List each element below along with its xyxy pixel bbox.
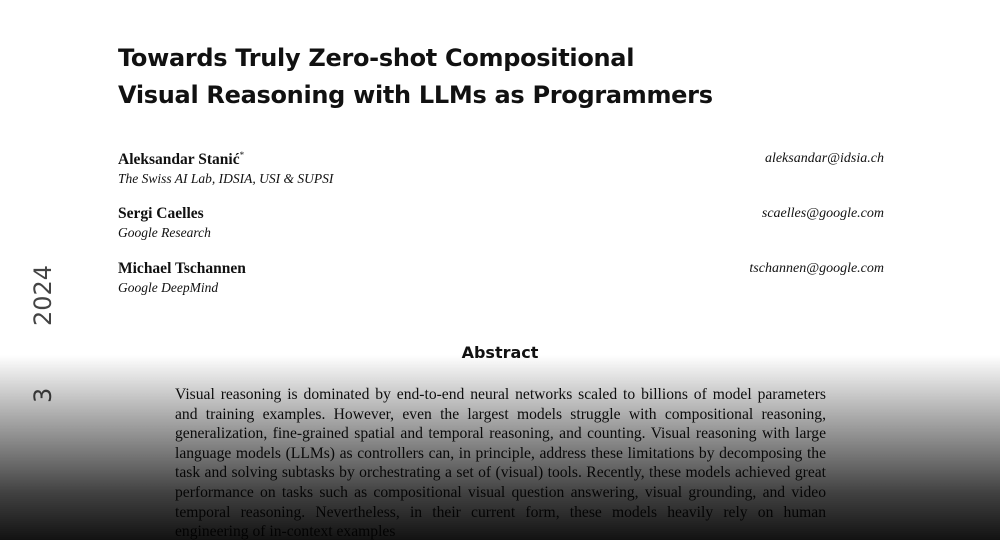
abstract-text: Visual reasoning is dominated by end-to-…	[175, 386, 826, 541]
author-block: Michael Tschannen Google DeepMind tschan…	[118, 260, 884, 296]
author-affiliation: Google DeepMind	[118, 280, 219, 295]
author-block: Sergi Caelles Google Research scaelles@g…	[118, 205, 884, 241]
title-line-2: Visual Reasoning with LLMs as Programmer…	[118, 81, 713, 109]
author-name: Sergi Caelles	[118, 205, 204, 222]
author-email: scaelles@google.com	[761, 206, 884, 221]
footnote-mark: *	[239, 150, 245, 160]
author-name-text: Aleksandar Stanić	[118, 151, 240, 169]
author-name: Aleksandar Stanić*	[118, 150, 884, 169]
abstract-heading: Abstract	[461, 343, 539, 362]
title-line-1: Towards Truly Zero-shot Compositional	[118, 44, 635, 72]
arxiv-margin-year: 2024	[29, 264, 57, 326]
author-affiliation: The Swiss AI Lab, IDSIA, USI & SUPSI	[118, 171, 334, 187]
paper-title: Towards Truly Zero-shot Compositional Vi…	[118, 40, 713, 114]
author-name: Michael Tschannen	[118, 260, 246, 277]
arxiv-margin-day: 3	[29, 387, 57, 403]
author-email: aleksandar@idsia.ch	[764, 151, 884, 166]
author-email: tschannen@google.com	[749, 261, 884, 276]
author-block: Aleksandar Stanić* The Swiss AI Lab, IDS…	[118, 150, 884, 187]
author-affiliation: Google Research	[118, 225, 211, 240]
